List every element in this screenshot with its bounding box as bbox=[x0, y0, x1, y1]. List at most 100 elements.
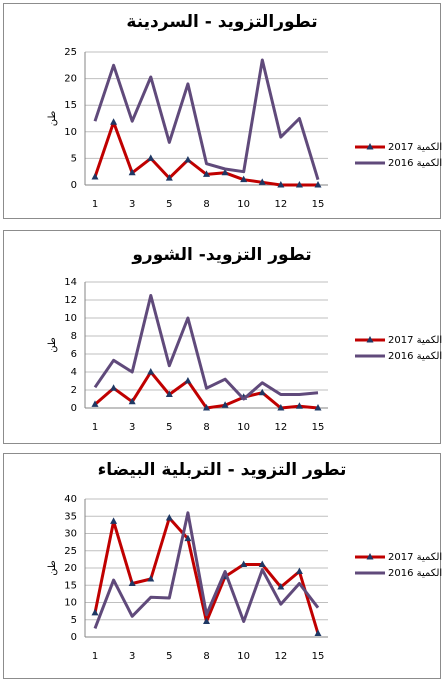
chart-title: تطور التزويد - التربلية البيضاء bbox=[98, 460, 347, 480]
y-tick-label: 12 bbox=[64, 295, 77, 306]
y-tick-label: 15 bbox=[64, 100, 77, 111]
point-marker bbox=[314, 629, 322, 637]
legend-label: الكمية 2016 bbox=[388, 568, 442, 579]
x-tick-label: 3 bbox=[129, 422, 135, 433]
y-tick-label: 25 bbox=[64, 47, 77, 58]
point-marker bbox=[240, 175, 248, 183]
point-marker bbox=[258, 388, 266, 396]
y-axis-label: طن bbox=[47, 111, 58, 127]
y-tick-label: 20 bbox=[64, 74, 77, 85]
x-tick-label: 12 bbox=[274, 422, 287, 433]
point-marker bbox=[314, 404, 322, 411]
point-marker bbox=[165, 513, 173, 521]
y-tick-label: 30 bbox=[64, 529, 77, 540]
point-marker bbox=[203, 617, 210, 624]
x-tick-label: 12 bbox=[274, 199, 287, 210]
y-tick-label: 0 bbox=[71, 632, 77, 643]
y-tick-label: 14 bbox=[64, 277, 77, 288]
y-tick-label: 10 bbox=[64, 598, 77, 609]
y-tick-label: 25 bbox=[64, 546, 77, 557]
legend-label: الكمية 2016 bbox=[388, 158, 442, 169]
point-marker bbox=[203, 404, 210, 411]
x-tick-label: 10 bbox=[237, 651, 250, 662]
x-tick-label: 8 bbox=[203, 422, 209, 433]
legend-marker bbox=[366, 553, 374, 560]
y-tick-label: 15 bbox=[64, 580, 77, 591]
point-marker bbox=[258, 560, 266, 568]
y-tick-label: 5 bbox=[71, 615, 77, 626]
legend-marker bbox=[366, 143, 374, 150]
y-axis-label: طن bbox=[47, 560, 58, 576]
point-marker bbox=[221, 168, 229, 176]
series-line bbox=[93, 511, 320, 629]
legend-label: الكمية 2017 bbox=[388, 552, 442, 563]
x-tick-label: 5 bbox=[166, 651, 172, 662]
point-marker bbox=[277, 181, 285, 188]
point-marker bbox=[147, 575, 155, 582]
chart-frame bbox=[3, 3, 441, 219]
point-marker bbox=[295, 402, 303, 409]
y-axis-label: طن bbox=[47, 337, 58, 353]
point-marker bbox=[128, 168, 136, 176]
point-marker bbox=[184, 534, 192, 542]
legend-label: الكمية 2017 bbox=[388, 335, 442, 346]
x-tick-label: 1 bbox=[92, 199, 98, 210]
y-tick-label: 35 bbox=[64, 511, 77, 522]
point-marker bbox=[314, 181, 322, 188]
point-marker bbox=[203, 170, 210, 177]
point-marker bbox=[240, 560, 248, 568]
chart-title: تطور التزويد- الشورو bbox=[131, 245, 311, 265]
y-tick-label: 8 bbox=[71, 331, 77, 342]
point-marker bbox=[165, 174, 173, 181]
series-line bbox=[93, 58, 320, 181]
y-tick-label: 5 bbox=[71, 153, 77, 164]
x-tick-label: 5 bbox=[166, 199, 172, 210]
series-line bbox=[93, 294, 319, 401]
chart-title: تطورالتزويد - السردينة bbox=[126, 12, 317, 32]
point-marker bbox=[91, 400, 99, 407]
y-tick-label: 20 bbox=[64, 563, 77, 574]
point-marker bbox=[295, 567, 303, 574]
y-tick-label: 40 bbox=[64, 494, 77, 505]
point-marker bbox=[91, 608, 99, 616]
point-marker bbox=[110, 118, 118, 125]
x-tick-label: 1 bbox=[92, 422, 98, 433]
point-marker bbox=[221, 401, 229, 408]
point-marker bbox=[277, 404, 285, 411]
x-tick-label: 1 bbox=[92, 651, 98, 662]
y-tick-label: 10 bbox=[64, 313, 77, 324]
point-marker bbox=[184, 155, 192, 163]
legend-label: الكمية 2017 bbox=[388, 142, 442, 153]
y-tick-label: 0 bbox=[71, 403, 77, 414]
point-marker bbox=[147, 154, 155, 161]
y-tick-label: 0 bbox=[71, 180, 77, 191]
x-tick-label: 5 bbox=[166, 422, 172, 433]
legend-label: الكمية 2016 bbox=[388, 351, 442, 362]
point-marker bbox=[295, 181, 303, 188]
x-tick-label: 15 bbox=[312, 199, 325, 210]
chart-frame bbox=[3, 453, 441, 679]
x-tick-label: 12 bbox=[274, 651, 287, 662]
x-tick-label: 15 bbox=[312, 651, 325, 662]
point-marker bbox=[128, 397, 136, 405]
x-tick-label: 15 bbox=[312, 422, 325, 433]
point-marker bbox=[165, 390, 173, 397]
point-marker bbox=[110, 384, 118, 391]
point-marker bbox=[110, 517, 118, 524]
x-tick-label: 3 bbox=[129, 199, 135, 210]
y-tick-label: 10 bbox=[64, 127, 77, 138]
legend-marker bbox=[366, 336, 374, 343]
x-tick-label: 8 bbox=[203, 199, 209, 210]
x-tick-label: 10 bbox=[237, 199, 250, 210]
x-tick-label: 10 bbox=[237, 422, 250, 433]
point-marker bbox=[91, 173, 99, 180]
y-tick-label: 6 bbox=[71, 349, 77, 360]
point-marker bbox=[184, 377, 192, 384]
y-tick-label: 4 bbox=[71, 367, 77, 378]
point-marker bbox=[147, 368, 155, 375]
x-tick-label: 8 bbox=[203, 651, 209, 662]
point-marker bbox=[277, 582, 285, 590]
y-tick-label: 2 bbox=[71, 385, 77, 396]
point-marker bbox=[258, 178, 266, 185]
